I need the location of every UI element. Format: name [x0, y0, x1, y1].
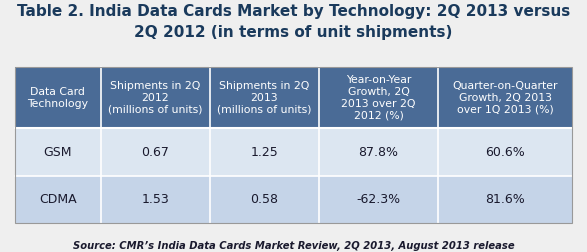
- Text: 2Q 2012 (in terms of unit shipments): 2Q 2012 (in terms of unit shipments): [134, 25, 453, 40]
- Text: GSM: GSM: [43, 146, 72, 159]
- Text: Shipments in 2Q
2013
(millions of units): Shipments in 2Q 2013 (millions of units): [217, 81, 312, 115]
- Text: 87.8%: 87.8%: [359, 146, 399, 159]
- Text: Data Card
Technology: Data Card Technology: [28, 87, 89, 109]
- Text: Shipments in 2Q
2012
(millions of units): Shipments in 2Q 2012 (millions of units): [108, 81, 203, 115]
- Text: 0.58: 0.58: [250, 193, 278, 206]
- Text: Source: CMR’s India Data Cards Market Review, 2Q 2013, August 2013 release: Source: CMR’s India Data Cards Market Re…: [73, 241, 514, 251]
- Text: -62.3%: -62.3%: [356, 193, 400, 206]
- Text: Year-on-Year
Growth, 2Q
2013 over 2Q
2012 (%): Year-on-Year Growth, 2Q 2013 over 2Q 201…: [341, 75, 416, 121]
- Bar: [15, 67, 572, 223]
- Text: 60.6%: 60.6%: [485, 146, 525, 159]
- Bar: [15, 176, 572, 223]
- Bar: [15, 67, 572, 129]
- Text: 0.67: 0.67: [141, 146, 170, 159]
- Text: 1.25: 1.25: [250, 146, 278, 159]
- Bar: [15, 129, 572, 176]
- Text: CDMA: CDMA: [39, 193, 77, 206]
- Text: Table 2. India Data Cards Market by Technology: 2Q 2013 versus: Table 2. India Data Cards Market by Tech…: [17, 4, 570, 19]
- Text: 81.6%: 81.6%: [485, 193, 525, 206]
- Text: Quarter-on-Quarter
Growth, 2Q 2013
over 1Q 2013 (%): Quarter-on-Quarter Growth, 2Q 2013 over …: [453, 81, 558, 115]
- Text: 1.53: 1.53: [141, 193, 170, 206]
